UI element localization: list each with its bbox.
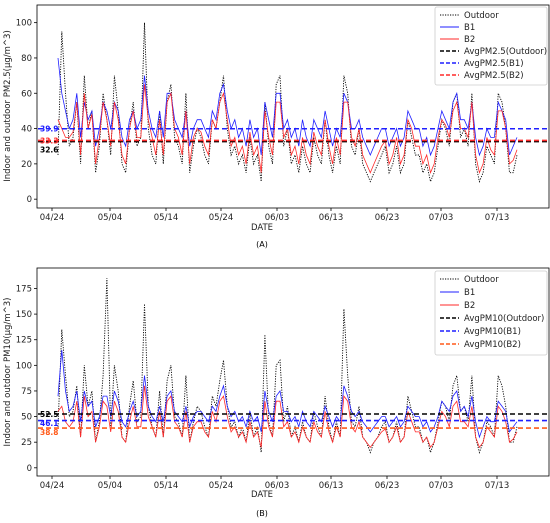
x-tick-label: 05/14 — [154, 213, 179, 223]
average-label-1: 46.1 — [40, 419, 59, 428]
y-axis-title-a: Indoor and outdoor PM2.5(μg/m^3) — [3, 30, 13, 182]
x-tick-label: 06/23 — [375, 213, 400, 223]
y-axis-title-b: Indoor and outdoor PM10(μg/m^3) — [3, 298, 13, 447]
legend-box — [434, 6, 548, 86]
series-line-b2 — [57, 385, 518, 449]
y-tick-label: 125 — [16, 336, 32, 346]
legend-label: Outdoor — [464, 275, 499, 285]
y-axis-ticks-a: 0 20 40 60 80 100 — [16, 19, 37, 205]
y-tick-label: 80 — [21, 54, 32, 64]
legend-label: B1 — [464, 23, 475, 33]
x-tick-label: 04/24 — [40, 481, 65, 491]
series-line-b1 — [57, 57, 518, 157]
series-line-b1 — [57, 349, 518, 439]
x-tick-label: 05/24 — [209, 481, 234, 491]
legend-label: AvgPM10(Outdoor) — [464, 314, 544, 324]
y-tick-label: 40 — [21, 125, 32, 135]
legend-label: Outdoor — [464, 11, 499, 21]
x-tick-label: 07/13 — [485, 481, 510, 491]
series-line-outdoor — [57, 278, 518, 454]
average-lines-a: 39.9 33.332.6 — [38, 125, 548, 154]
x-axis-ticks-b: 04/24 05/04 05/14 05/24 06/03 06/13 06/23 07/03… — [40, 476, 510, 491]
x-tick-label: 06/03 — [265, 481, 290, 491]
legend-label: B2 — [464, 301, 475, 311]
chart-panel-a: 39.9 33.332.6 0 20 40 60 80 100 04/24 05/04 05/1… — [3, 4, 550, 249]
average-label-1: 39.9 — [40, 125, 59, 134]
y-tick-label: 0 — [27, 195, 32, 205]
x-tick-label: 05/04 — [98, 213, 123, 223]
x-tick-label: 06/23 — [375, 481, 400, 491]
y-tick-label: 100 — [16, 361, 32, 371]
legend-label: AvgPM10(B1) — [464, 327, 521, 337]
panel-label-b: (B) — [256, 509, 268, 518]
legend-label: B2 — [464, 35, 475, 45]
x-tick-label: 07/13 — [485, 213, 510, 223]
average-label-2: 33.3 — [40, 136, 59, 145]
legend-label: AvgPM2.5(B2) — [464, 71, 524, 81]
legend-b: Outdoor B1 B2 AvgPM10(Outdoor) AvgPM10(B1) Av… — [434, 270, 548, 356]
legend-label: AvgPM2.5(Outdoor) — [464, 47, 547, 57]
y-tick-label: 100 — [16, 19, 32, 29]
average-lines-b: 52.546.138.8 — [38, 410, 548, 437]
legend-box — [434, 270, 548, 356]
x-tick-label: 07/03 — [429, 213, 454, 223]
average-label-0: 52.5 — [40, 410, 59, 419]
y-tick-label: 0 — [27, 464, 32, 474]
chart-panel-b: 52.546.138.8 0 25 50 75 100 125 150 175 04/24 05… — [3, 267, 550, 518]
average-label-2: 38.8 — [40, 428, 59, 437]
y-tick-label: 50 — [21, 413, 32, 423]
x-tick-label: 06/13 — [319, 213, 344, 223]
x-tick-label: 06/03 — [265, 213, 290, 223]
y-tick-label: 60 — [21, 89, 32, 99]
y-tick-label: 150 — [16, 310, 32, 320]
y-tick-label: 20 — [21, 160, 32, 170]
panel-label-a: (A) — [256, 240, 268, 249]
x-tick-label: 04/24 — [40, 213, 65, 223]
y-axis-ticks-b: 0 25 50 75 100 125 150 175 — [16, 284, 37, 474]
x-tick-label: 05/04 — [98, 481, 123, 491]
legend-label: AvgPM10(B2) — [464, 340, 521, 350]
x-tick-label: 07/03 — [429, 481, 454, 491]
average-label-0: 32.6 — [40, 145, 59, 154]
series-group-b — [57, 278, 518, 454]
y-tick-label: 75 — [21, 387, 32, 397]
x-tick-label: 05/24 — [209, 213, 234, 223]
x-tick-label: 05/14 — [154, 481, 179, 491]
x-axis-ticks-a: 04/24 05/04 05/14 05/24 06/03 06/13 06/23 07/03… — [40, 208, 510, 223]
legend-a: Outdoor B1 B2 AvgPM2.5(Outdoor) AvgPM2.5(B1)… — [434, 6, 548, 86]
x-tick-label: 06/13 — [319, 481, 344, 491]
y-tick-label: 175 — [16, 284, 32, 294]
x-axis-title-b: DATE — [251, 490, 273, 500]
legend-label: B1 — [464, 288, 475, 298]
y-tick-label: 25 — [21, 438, 32, 448]
legend-label: AvgPM2.5(B1) — [464, 59, 524, 69]
x-axis-title-a: DATE — [251, 223, 273, 233]
